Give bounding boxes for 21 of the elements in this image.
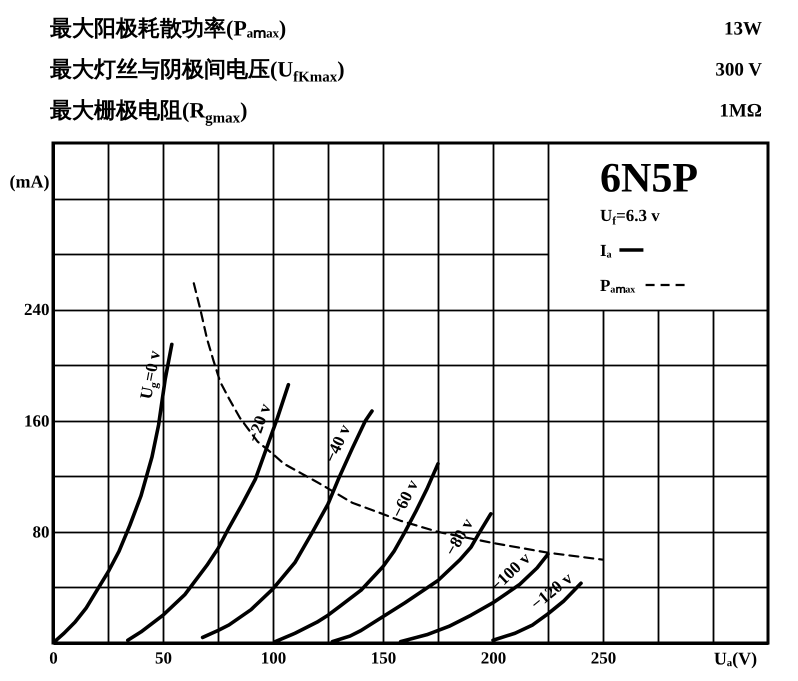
text: 最大阳极耗散功率(Pₐₘₐₓ) <box>49 16 286 41</box>
legend-label: Pₐₘₐₓ <box>600 276 636 295</box>
x-tick-label: 100 <box>260 648 286 668</box>
x-tick-label: 150 <box>370 648 396 668</box>
x-axis-title: Uₐ(V) <box>714 648 758 668</box>
y-tick-label: 160 <box>24 411 50 430</box>
text: 300 V <box>715 60 762 81</box>
y-axis-title: (mA) <box>10 172 50 192</box>
text: −100 v <box>486 548 534 596</box>
y-tick-label: 80 <box>32 522 50 542</box>
x-tick-label: 50 <box>155 648 172 668</box>
legend-title: 6N5P <box>600 156 698 202</box>
text: −60 v <box>388 476 422 521</box>
text: −40 v <box>320 421 354 466</box>
x-tick-label: 250 <box>590 648 616 668</box>
text: 1MΩ <box>719 100 762 122</box>
text: 13W <box>724 18 762 40</box>
annotation: Iₐ <box>600 240 612 260</box>
x-tick-label: 200 <box>480 648 506 668</box>
y-tick-label: 240 <box>24 300 50 320</box>
x-tick-label: 0 <box>49 648 58 668</box>
